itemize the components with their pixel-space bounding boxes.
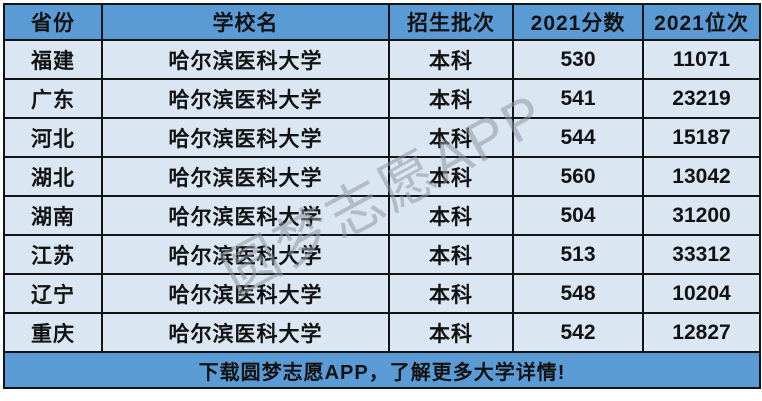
table-cell: 本科 bbox=[388, 312, 514, 353]
table-row: 湖北 哈尔滨医科大学 本科 560 13042 bbox=[3, 156, 761, 197]
column-header: 2021分数 bbox=[512, 3, 644, 41]
table-cell: 542 bbox=[512, 312, 644, 353]
table-header: 省份 学校名 招生批次 2021分数 2021位次 bbox=[3, 3, 761, 41]
table-cell: 湖北 bbox=[3, 156, 103, 197]
table-cell: 本科 bbox=[388, 234, 514, 275]
table-cell: 哈尔滨医科大学 bbox=[101, 78, 390, 119]
table-cell: 哈尔滨医科大学 bbox=[101, 39, 390, 80]
table-row: 江苏 哈尔滨医科大学 本科 513 33312 bbox=[3, 234, 761, 275]
table-cell: 544 bbox=[512, 117, 644, 158]
column-header: 招生批次 bbox=[388, 3, 514, 41]
table-cell: 本科 bbox=[388, 273, 514, 314]
table-cell: 本科 bbox=[388, 78, 514, 119]
table-cell: 河北 bbox=[3, 117, 103, 158]
column-header: 2021位次 bbox=[642, 3, 761, 41]
table-cell: 哈尔滨医科大学 bbox=[101, 234, 390, 275]
table-cell: 530 bbox=[512, 39, 644, 80]
table-cell: 重庆 bbox=[3, 312, 103, 353]
table-cell: 本科 bbox=[388, 39, 514, 80]
table-cell: 江苏 bbox=[3, 234, 103, 275]
admission-score-table: 省份 学校名 招生批次 2021分数 2021位次 福建 哈尔滨医科大学 本科 530 1107… bbox=[3, 3, 761, 389]
table-cell: 哈尔滨医科大学 bbox=[101, 117, 390, 158]
table-cell: 23219 bbox=[642, 78, 761, 119]
table-cell: 本科 bbox=[388, 117, 514, 158]
table-cell: 辽宁 bbox=[3, 273, 103, 314]
column-header: 省份 bbox=[3, 3, 103, 41]
table-cell: 本科 bbox=[388, 195, 514, 236]
table-row: 福建 哈尔滨医科大学 本科 530 11071 bbox=[3, 39, 761, 80]
table-cell: 548 bbox=[512, 273, 644, 314]
table-cell: 560 bbox=[512, 156, 644, 197]
table-cell: 31200 bbox=[642, 195, 761, 236]
table-row: 湖南 哈尔滨医科大学 本科 504 31200 bbox=[3, 195, 761, 236]
table-row: 辽宁 哈尔滨医科大学 本科 548 10204 bbox=[3, 273, 761, 314]
table-cell: 本科 bbox=[388, 156, 514, 197]
table-cell: 哈尔滨医科大学 bbox=[101, 273, 390, 314]
footer-banner: 下载圆梦志愿APP，了解更多大学详情! bbox=[3, 351, 761, 389]
table-cell: 15187 bbox=[642, 117, 761, 158]
table-cell: 12827 bbox=[642, 312, 761, 353]
table-cell: 541 bbox=[512, 78, 644, 119]
table-cell: 广东 bbox=[3, 78, 103, 119]
table-row: 河北 哈尔滨医科大学 本科 544 15187 bbox=[3, 117, 761, 158]
table-row: 广东 哈尔滨医科大学 本科 541 23219 bbox=[3, 78, 761, 119]
table-cell: 湖南 bbox=[3, 195, 103, 236]
table-cell: 33312 bbox=[642, 234, 761, 275]
table-cell: 10204 bbox=[642, 273, 761, 314]
table-footer: 下载圆梦志愿APP，了解更多大学详情! bbox=[3, 351, 761, 389]
table-cell: 哈尔滨医科大学 bbox=[101, 195, 390, 236]
table-cell: 哈尔滨医科大学 bbox=[101, 312, 390, 353]
table-cell: 13042 bbox=[642, 156, 761, 197]
table-cell: 哈尔滨医科大学 bbox=[101, 156, 390, 197]
table-body: 福建 哈尔滨医科大学 本科 530 11071 广东 哈尔滨医科大学 本科 541 23219 河北… bbox=[3, 39, 761, 353]
table-cell: 513 bbox=[512, 234, 644, 275]
table-cell: 福建 bbox=[3, 39, 103, 80]
column-header: 学校名 bbox=[101, 3, 390, 41]
footer-row: 下载圆梦志愿APP，了解更多大学详情! bbox=[3, 351, 761, 389]
header-row: 省份 学校名 招生批次 2021分数 2021位次 bbox=[3, 3, 761, 41]
table-row: 重庆 哈尔滨医科大学 本科 542 12827 bbox=[3, 312, 761, 353]
table-cell: 11071 bbox=[642, 39, 761, 80]
table-cell: 504 bbox=[512, 195, 644, 236]
